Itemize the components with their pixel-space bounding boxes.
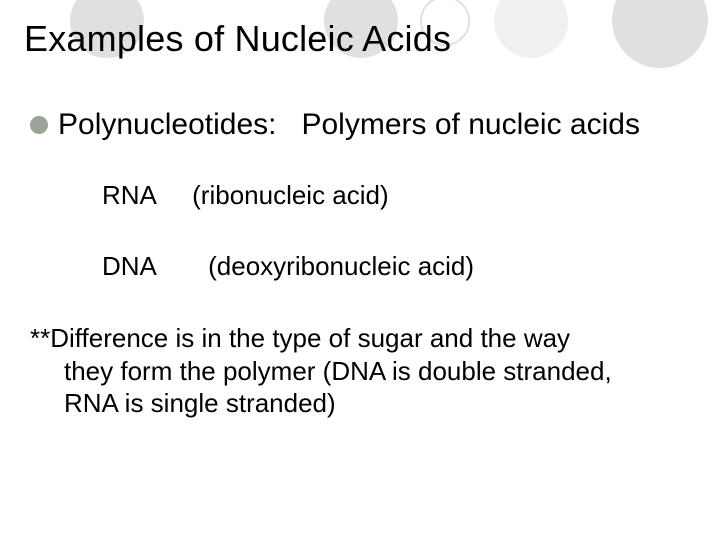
main-bullet: Polynucleotides: Polymers of nucleic aci…: [30, 108, 696, 142]
bullet-icon: [30, 116, 48, 134]
slide-content: Examples of Nucleic Acids Polynucleotide…: [0, 0, 720, 420]
item-full-rna: (ribonucleic acid): [192, 180, 389, 211]
item-abbr-dna: DNA: [102, 251, 157, 282]
bullet-label: Polynucleotides:: [58, 108, 276, 141]
list-item: RNA (ribonucleic acid): [102, 180, 696, 211]
bullet-description: Polymers of nucleic acids: [301, 108, 639, 141]
note-line-2: they form the polymer (DNA is double str…: [64, 355, 696, 388]
list-item: DNA (deoxyribonucleic acid): [102, 251, 696, 282]
footer-note: **Difference is in the type of sugar and…: [30, 322, 696, 420]
slide-title: Examples of Nucleic Acids: [24, 18, 696, 60]
item-abbr-rna: RNA: [102, 180, 157, 211]
main-bullet-text: Polynucleotides: Polymers of nucleic aci…: [58, 108, 640, 142]
note-line-1: **Difference is in the type of sugar and…: [30, 322, 696, 355]
item-full-dna: (deoxyribonucleic acid): [208, 251, 474, 282]
note-line-3: RNA is single stranded): [64, 387, 696, 420]
